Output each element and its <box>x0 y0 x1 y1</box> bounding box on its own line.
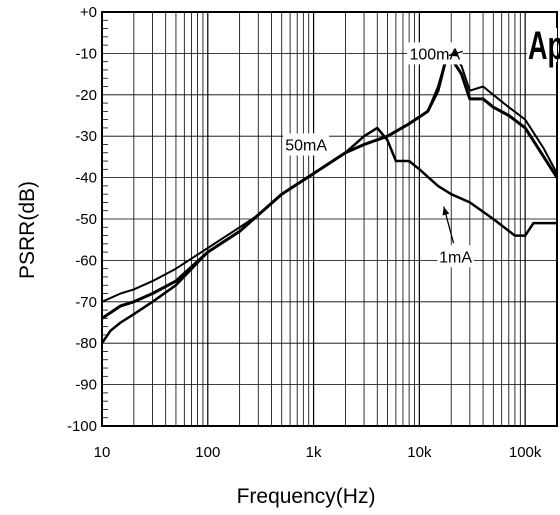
y-tick-labels: +0 -10 -20 -30 -40 -50 -60 -70 -80 -90 -100 <box>67 4 97 435</box>
annotations: 100mA 50mA 1mA <box>283 42 474 268</box>
x-tick-label: 10k <box>407 444 432 461</box>
annotation-arrows <box>442 49 464 244</box>
x-tick-label: 1k <box>306 444 322 461</box>
y-axis-title: PSRR(dB) <box>16 181 39 279</box>
series-line-1ma <box>100 126 557 344</box>
series-line-100ma <box>101 56 559 320</box>
y-tick-label: -60 <box>75 252 97 269</box>
y-tick-label: +0 <box>80 4 97 21</box>
plot-frame <box>101 11 558 427</box>
x-tick-label: 100 <box>195 444 220 461</box>
x-tick-label: 10 <box>94 444 111 461</box>
y-tick-label: -80 <box>75 335 97 352</box>
y-tick-label: -90 <box>75 377 97 394</box>
label-background-100ma <box>407 42 463 65</box>
y-tick-label: -20 <box>75 87 97 104</box>
label-50ma: 50mA <box>285 137 327 154</box>
ap-logo: Ap <box>527 24 560 68</box>
y-tick-label: -30 <box>75 128 97 145</box>
y-tick-label: -10 <box>75 45 97 62</box>
y-tick-label: -70 <box>75 294 97 311</box>
label-background-1ma <box>437 245 474 268</box>
y-tick-label: -100 <box>67 418 97 435</box>
x-tick-label: 100k <box>509 444 542 461</box>
arrow-100ma-head <box>448 49 458 57</box>
arrow-1ma-head <box>442 206 450 216</box>
label-1ma: 1mA <box>439 249 472 266</box>
ap-logo-text: Ap <box>528 24 560 68</box>
y-tick-label: -40 <box>75 170 97 187</box>
grid <box>101 11 558 427</box>
label-100ma: 100mA <box>409 46 460 63</box>
x-axis-title: Frequency(Hz) <box>237 485 376 508</box>
series-line-50ma <box>101 52 558 303</box>
series-layer <box>100 52 559 344</box>
label-background-50ma <box>283 133 330 156</box>
y-tick-label: -50 <box>75 211 97 228</box>
x-tick-labels: 10 100 1k 10k 100k <box>94 444 542 461</box>
